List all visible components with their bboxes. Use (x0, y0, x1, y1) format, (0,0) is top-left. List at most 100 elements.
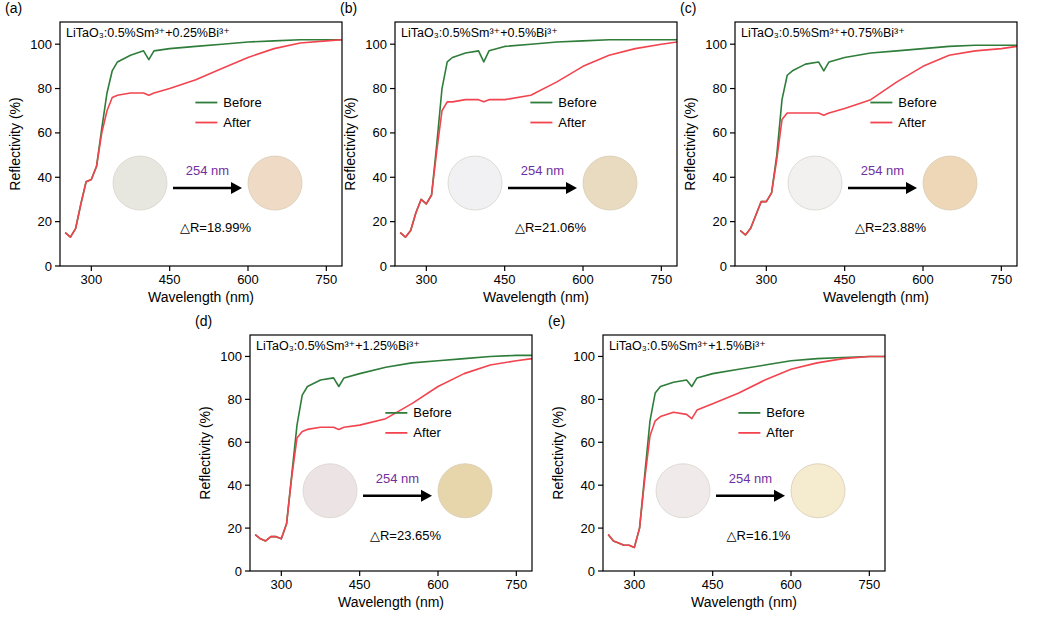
sample-before (448, 156, 502, 210)
y-tick (390, 44, 395, 45)
panel-title: LiTaO₃:0.5%Sm³⁺+0.5%Bi³⁺ (401, 26, 558, 40)
x-tick (1001, 266, 1002, 271)
legend-swatch (530, 102, 552, 104)
legend-swatch (385, 432, 407, 434)
y-tick (245, 570, 250, 571)
x-tick (582, 266, 583, 271)
y-tick-label: 60 (713, 125, 727, 140)
sample-before (788, 156, 842, 210)
arrow-shaft (173, 187, 234, 190)
delta-label: △R=23.88% (855, 220, 927, 235)
excitation-label: 254 nm (186, 163, 229, 178)
legend-swatch (195, 122, 217, 124)
x-tick (922, 266, 923, 271)
y-tick (55, 265, 60, 266)
x-axis-title: Wavelength (nm) (148, 289, 254, 305)
legend-swatch (530, 122, 552, 124)
plot-frame (250, 335, 532, 571)
x-tick-label: 600 (572, 272, 594, 287)
data (65, 40, 342, 237)
sample-before (303, 464, 357, 518)
legend-swatch (870, 102, 892, 104)
y-tick-label: 20 (38, 214, 52, 229)
y-tick-label: 60 (373, 125, 387, 140)
y-tick (730, 88, 735, 89)
x-tick-label: 600 (237, 272, 259, 287)
legend-label: After (898, 115, 926, 130)
data (255, 355, 532, 541)
excitation-label: 254 nm (376, 471, 419, 486)
x-tick-label: 750 (315, 272, 337, 287)
data (400, 40, 677, 237)
series-line (65, 40, 342, 237)
sample-after (438, 464, 492, 518)
y-tick (598, 442, 603, 443)
y-tick (598, 399, 603, 400)
x-tick-label: 300 (270, 577, 292, 592)
arrow-head (566, 182, 577, 194)
y-axis-title: Reflectivity (%) (197, 406, 213, 499)
x-tick-label: 450 (349, 577, 371, 592)
panel: 300450600750020406080100Wavelength (nm)R… (680, 0, 1017, 305)
data (740, 45, 1017, 235)
arrow-head (421, 490, 432, 502)
y-tick (390, 132, 395, 133)
x-axis-title: Wavelength (nm) (691, 594, 797, 610)
delta-label: △R=18.99% (180, 220, 252, 235)
sample-after (791, 464, 845, 518)
excitation-label: 254 nm (521, 163, 564, 178)
y-tick (390, 221, 395, 222)
y-tick (55, 44, 60, 45)
y-tick-label: 40 (713, 170, 727, 185)
y-tick (245, 442, 250, 443)
x-tick (359, 571, 360, 576)
y-tick-label: 60 (38, 125, 52, 140)
x-tick-label: 750 (650, 272, 672, 287)
y-tick-label: 80 (373, 81, 387, 96)
y-tick-label: 20 (228, 521, 242, 536)
legend-label: Before (766, 405, 804, 420)
panel-title: LiTaO₃:0.5%Sm³⁺+1.5%Bi³⁺ (609, 339, 766, 353)
y-tick-label: 0 (45, 259, 52, 274)
panel-letter: (c) (680, 0, 696, 16)
legend-label: After (766, 425, 794, 440)
x-tick-label: 750 (505, 577, 527, 592)
x-tick (437, 571, 438, 576)
series-line (255, 359, 532, 541)
panel: 300450600750020406080100Wavelength (nm)R… (340, 0, 677, 305)
x-tick (844, 266, 845, 271)
series-line (400, 40, 677, 237)
excitation-label: 254 nm (729, 471, 772, 486)
y-tick (730, 177, 735, 178)
plot-frame (60, 22, 342, 266)
sample-before (113, 156, 167, 210)
x-tick-label: 300 (755, 272, 777, 287)
series-line (65, 40, 342, 237)
y-tick-label: 0 (380, 259, 387, 274)
x-axis-title: Wavelength (nm) (338, 594, 444, 610)
y-tick (55, 88, 60, 89)
data (608, 356, 885, 547)
y-tick (730, 44, 735, 45)
plot-frame (735, 22, 1017, 266)
x-tick-label: 600 (780, 577, 802, 592)
y-tick (55, 132, 60, 133)
x-tick (634, 571, 635, 576)
y-tick (245, 356, 250, 357)
y-tick-label: 40 (581, 478, 595, 493)
y-tick-label: 40 (38, 170, 52, 185)
arrow-head (774, 490, 785, 502)
y-tick-label: 100 (30, 37, 52, 52)
y-tick (598, 485, 603, 486)
panel-title: LiTaO₃:0.5%Sm³⁺+1.25%Bi³⁺ (256, 339, 420, 353)
x-tick (91, 266, 92, 271)
legend-label: After (413, 425, 441, 440)
excitation-label: 254 nm (861, 163, 904, 178)
y-tick (55, 177, 60, 178)
panel: 300450600750020406080100Wavelength (nm)R… (5, 0, 342, 305)
arrow-shaft (363, 495, 424, 498)
x-tick (504, 266, 505, 271)
legend-label: Before (223, 95, 261, 110)
x-tick-label: 750 (858, 577, 880, 592)
x-tick (281, 571, 282, 576)
